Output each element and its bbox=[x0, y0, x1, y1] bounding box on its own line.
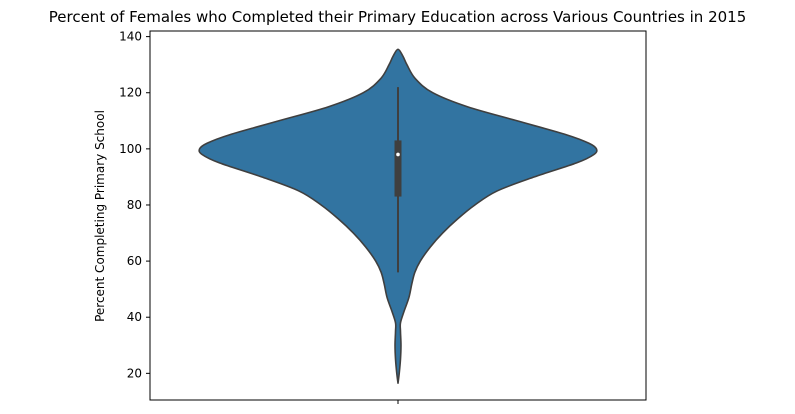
iqr-box bbox=[395, 140, 402, 196]
y-axis-label: Percent Completing Primary School bbox=[93, 110, 107, 322]
y-tick-label-140: 140 bbox=[119, 30, 142, 44]
y-tick-label-40: 40 bbox=[127, 310, 142, 324]
chart-title: Percent of Females who Completed their P… bbox=[49, 8, 747, 26]
y-tick-label-120: 120 bbox=[119, 86, 142, 100]
y-tick-label-60: 60 bbox=[127, 254, 142, 268]
plot-area: 20 40 60 80 100 120 140 bbox=[119, 30, 646, 404]
y-tick-label-100: 100 bbox=[119, 142, 142, 156]
y-tick-label-80: 80 bbox=[127, 198, 142, 212]
y-tick-label-20: 20 bbox=[127, 366, 142, 380]
median-dot bbox=[396, 153, 400, 157]
